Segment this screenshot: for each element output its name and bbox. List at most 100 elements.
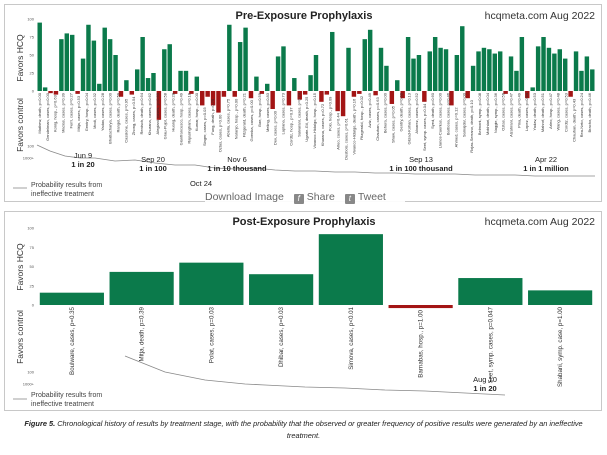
pre-annotation-date: Apr 22 [535, 155, 557, 164]
pre-bar-label: Yadav, cases, p=0.28 [100, 92, 105, 131]
pre-bar-label: Kumar, hosp., p=0.00 [194, 92, 199, 131]
pre-bar-label: Rojas-Serrano, death, p=0.10 [469, 99, 474, 152]
pre-bar [167, 44, 172, 91]
post-ytick-label: 100 [27, 370, 34, 375]
pre-bar-label: Bae, hosp., p=0.59 [257, 92, 262, 126]
pre-ylabel-top: Favors HCQ [15, 34, 25, 82]
pre-bar-label: Ferri, cases, p=0.27 [68, 92, 73, 128]
pre-bar [75, 91, 80, 94]
figure-caption: Figure 5. Chronological history of resul… [18, 418, 589, 442]
post-bar-label: Shabani, symp. case, p=1.00 [557, 306, 564, 387]
pre-bar [362, 39, 367, 91]
pre-bar-label: Polo, hosp., p=0.09 [328, 96, 333, 131]
post-exposure-chart-panel: Post-Exposure Prophylaxis hcqmeta.com Au… [4, 211, 602, 411]
post-annotation-odds: 1 in 20 [473, 384, 496, 393]
pre-bar-label: Gentry, death, p=0.03 [399, 92, 404, 131]
pre-bar-label: Rentsch, death, p=0.64 [139, 92, 144, 134]
pre-ytick-label: 0 [32, 89, 35, 94]
pre-bar [210, 91, 216, 106]
pre-bar-label: Bhattacharya, cases, p=0.00 [108, 92, 113, 144]
pre-bar-label: Mokhtari, death, p=0.04 [485, 92, 490, 135]
pre-bar-label: Khurana, cases, p=0.62 [147, 92, 152, 135]
post-bar [109, 271, 174, 305]
pre-bar-label: Shaw, cases, p=0.05 [391, 105, 396, 143]
pre-annotation-date: Sep 20 [141, 155, 165, 164]
pre-bar-label: Mitja, cases, p=0.53 [76, 95, 81, 131]
pre-bar [86, 24, 91, 91]
pre-bar [80, 58, 86, 91]
pre-bar-label: Goenka, cases, p=0.00 [249, 99, 254, 141]
pre-bar [525, 91, 530, 99]
pre-bar [59, 39, 64, 91]
pre-bar [91, 40, 97, 91]
pre-bar-label: Mahrof, death, p=0.51 [540, 92, 545, 132]
post-bar [249, 274, 314, 305]
pre-exposure-chart: Pre-Exposure Prophylaxis hcqmeta.com Aug… [13, 10, 595, 198]
pre-bar-label: Modi, cases, p=0.32 [92, 92, 97, 129]
pre-bar [427, 51, 432, 91]
pre-bar-label: Cordtz, cases, p=0.53 [564, 92, 569, 132]
pre-probability-curve [36, 144, 595, 177]
pre-bar [53, 91, 59, 95]
tweet-button[interactable]: t Tweet [344, 191, 386, 204]
pre-bar [454, 55, 460, 91]
pre-bar [411, 58, 416, 91]
pre-bar [470, 65, 476, 91]
post-bar-label: Simova, cases, p<0.01 [348, 306, 355, 369]
pre-bar-label: Llanos-Cuentas, cases, p=0.00 [438, 92, 443, 148]
download-image-button[interactable]: Download Image [205, 191, 284, 203]
pre-bar [481, 47, 487, 91]
pre-bar [259, 91, 265, 94]
pre-bar-label: Alvarez, cases, p=0.52 [414, 92, 419, 133]
pre-bar-label: Salvarani, cases, p=0.74 [296, 92, 301, 137]
pre-bar [194, 76, 200, 91]
pre-bar-label: Lopez, cases, p=0.64 [524, 92, 529, 131]
pre-bar-label: Alegiani, cases, p=0.60 [155, 92, 160, 134]
pre-bar [535, 46, 541, 91]
post-bar [318, 234, 383, 305]
pre-bar [216, 91, 221, 113]
pre-bar [319, 91, 324, 102]
pre-bar [503, 91, 508, 94]
pre-bar-label: Yadav, death, p=0.53 [532, 92, 537, 130]
pre-ytick-label: 50 [30, 53, 35, 58]
pre-bar [221, 91, 227, 97]
pre-legend-line1: Probability results from [31, 182, 102, 189]
pre-bar [449, 91, 454, 106]
post-legend-line1: Probability results from [31, 392, 102, 399]
pre-bar [405, 37, 411, 91]
pre-bar [97, 83, 102, 91]
pre-bar [42, 87, 48, 91]
pre-bar [248, 91, 254, 99]
pre-bar-label: Abella, cases, p=0.75 [226, 98, 231, 137]
pre-bar-label: Vivanco-Hidalgo, hosp., p=0.15 [312, 92, 317, 148]
pre-bar [351, 91, 357, 97]
pre-bar-label: Bracho, death, p=0.46 [587, 92, 592, 132]
pre-bar [129, 91, 135, 95]
pre-bar-label: Laplana, cases, p=0.73 [281, 92, 286, 134]
pre-bar [568, 91, 573, 97]
pre-bar-label: Rajasingham, cases, p=0.18 [186, 92, 191, 143]
pre-annotation-odds: 1 in 100 thousand [389, 164, 453, 173]
pre-bar-label: Fitzgerald, hosp., p=0.02 [359, 95, 364, 140]
pre-bar-label: Alzahrani, cases, p=0.47 [509, 92, 514, 137]
post-bar-label: Mitja, death, p=0.39 [139, 306, 146, 361]
pre-bar [373, 91, 378, 96]
pre-bar-label: Aziz, cases, p=0.49 [367, 92, 372, 128]
post-ytick-label: 25 [30, 283, 35, 288]
pre-bar [335, 91, 340, 112]
post-bar [458, 278, 523, 305]
pre-bar-label: Naggie, symp., p=0.36 [493, 92, 498, 133]
pre-bar [552, 53, 557, 91]
pre-bar [232, 91, 237, 97]
pre-bar-label: Gentry, hosp., p=0.04 [84, 92, 89, 131]
pre-bar-label: Samajdar, cases, p=0.00 [461, 92, 466, 137]
pre-chart-brand: hcqmeta.com Aug 2022 [485, 10, 595, 22]
pre-bar-label: Ugarte-Gil, death, p=0.25 [304, 96, 309, 142]
share-button[interactable]: f Share [293, 191, 335, 204]
pre-bar [492, 53, 497, 91]
pre-bar [162, 49, 167, 91]
pre-bar [367, 29, 373, 91]
pre-bar [579, 70, 584, 91]
pre-bar-label: Gianfrancesco, hosp., p=0.49 [178, 92, 183, 145]
